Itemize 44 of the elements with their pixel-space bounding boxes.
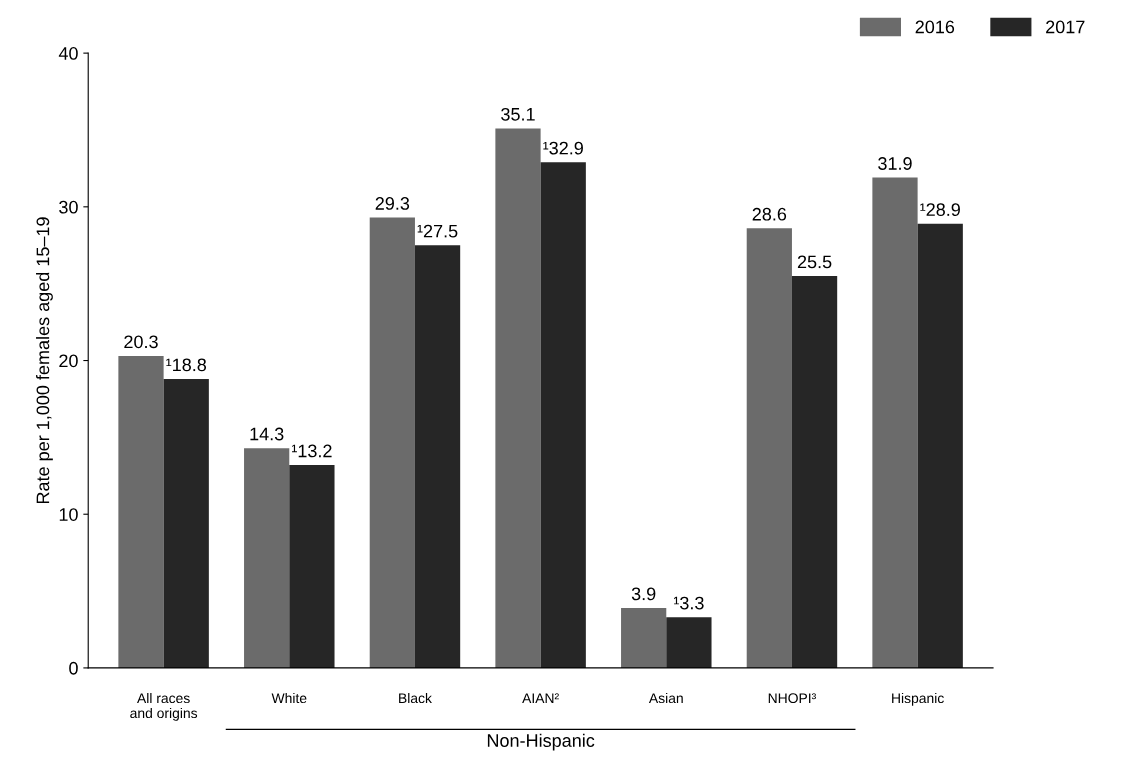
data-label: ¹32.9 xyxy=(543,141,583,155)
y-tick-label: 40 xyxy=(58,47,78,60)
bar xyxy=(746,228,792,668)
data-label: 14.3 xyxy=(250,427,284,441)
bar xyxy=(872,177,918,668)
x-tick-label: All races and origins xyxy=(130,692,198,721)
y-tick-label: 20 xyxy=(59,354,78,368)
bar xyxy=(917,223,963,668)
x-tick-label: Hispanic xyxy=(892,692,944,706)
bar xyxy=(414,245,461,668)
bar xyxy=(540,162,586,668)
x-tick-label: Asian xyxy=(648,692,683,704)
bar xyxy=(666,617,712,668)
bar xyxy=(289,465,335,668)
bar xyxy=(163,378,209,668)
data-label: 31.9 xyxy=(878,157,912,170)
bar xyxy=(621,607,667,668)
x-tick-label: AIAN² xyxy=(522,693,559,703)
text: Non-Hispanic xyxy=(487,733,595,751)
bar xyxy=(369,217,415,668)
data-label: 29.3 xyxy=(375,197,410,210)
data-label: 20.3 xyxy=(124,335,158,349)
legend-label: 2017 xyxy=(1046,20,1085,34)
data-label: 25.5 xyxy=(797,255,832,269)
y-tick-label: 30 xyxy=(59,200,78,214)
data-label: ¹18.8 xyxy=(166,358,207,372)
y-tick-label: 10 xyxy=(59,508,78,521)
bar xyxy=(118,355,164,668)
data-label: ¹3.3 xyxy=(674,596,704,610)
data-label: ¹13.2 xyxy=(292,444,332,458)
data-label: ¹28.9 xyxy=(920,203,960,216)
y-tick-label: 0 xyxy=(69,661,78,675)
bar xyxy=(495,128,541,668)
bar xyxy=(791,275,838,668)
data-label: 28.6 xyxy=(752,207,787,221)
bar xyxy=(244,448,290,668)
data-label: 35.1 xyxy=(501,107,535,121)
data-label: 3.9 xyxy=(631,587,656,601)
y-axis-title: Rate per 1,000 females aged 15–19 xyxy=(36,217,53,504)
x-tick-label: Black xyxy=(399,692,432,704)
x-tick-label: White xyxy=(271,692,307,704)
data-label: ¹27.5 xyxy=(417,224,458,238)
x-tick-label: NHOPI³ xyxy=(768,693,816,704)
legend-label: 2016 xyxy=(915,20,955,34)
